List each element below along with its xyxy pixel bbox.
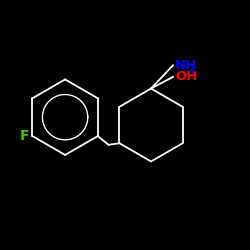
- Text: OH: OH: [175, 70, 198, 83]
- Text: NH: NH: [175, 58, 197, 71]
- Text: 2: 2: [188, 64, 196, 74]
- Text: F: F: [20, 129, 29, 143]
